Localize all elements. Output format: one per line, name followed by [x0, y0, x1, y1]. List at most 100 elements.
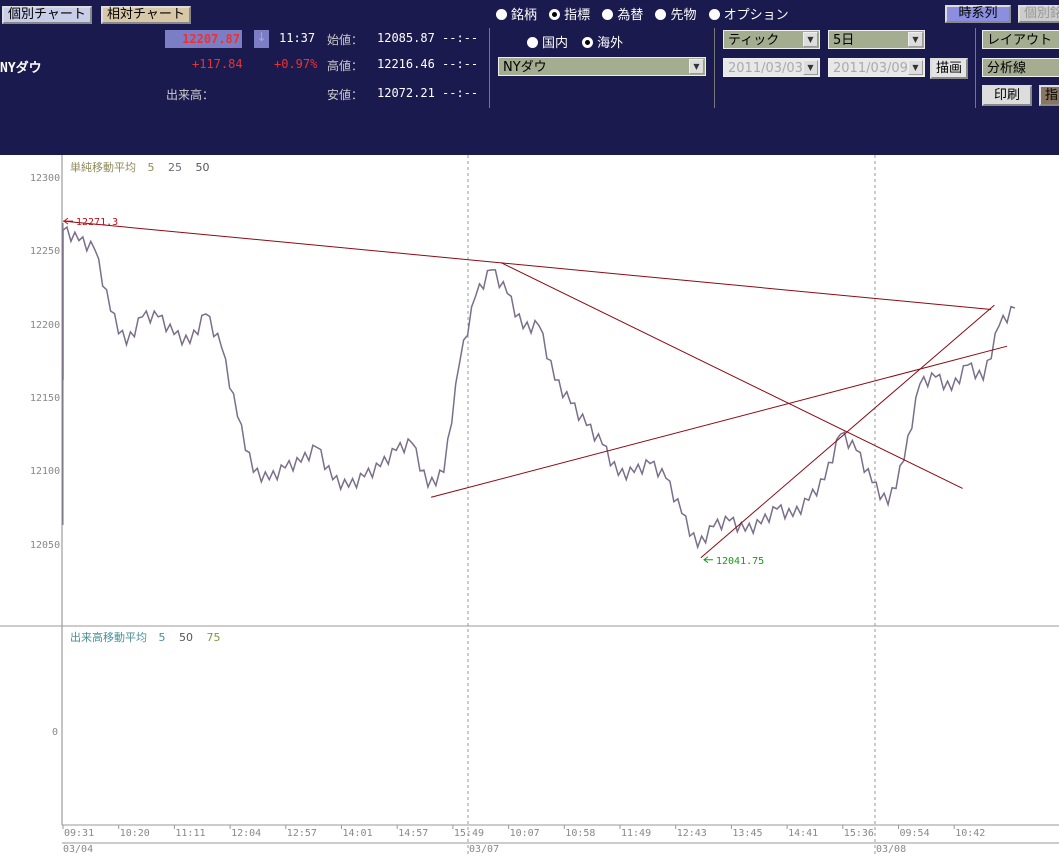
- chevron-down-icon[interactable]: ▼: [908, 60, 923, 75]
- x-tick-label: 10:42: [955, 828, 986, 839]
- left-arrow-icon: [63, 217, 73, 225]
- x-tick-label: 12:57: [286, 828, 317, 839]
- high-marker: 12271.3: [76, 217, 118, 228]
- last-time: 11:37: [279, 31, 316, 45]
- volume-ytick: 0: [52, 727, 59, 738]
- radio-shihyo[interactable]: 指標: [549, 8, 590, 23]
- radio-label: 為替: [617, 8, 644, 23]
- divider: [975, 28, 976, 108]
- date-from-value: 2011/03/03: [728, 61, 803, 76]
- radio-meigara[interactable]: 銘柄: [496, 8, 537, 23]
- x-tick-label: 13:45: [732, 828, 763, 839]
- price-ytick: 12250: [30, 246, 61, 258]
- legend-vma5: 5: [158, 631, 166, 644]
- chevron-down-icon[interactable]: ▼: [908, 32, 923, 47]
- trend-line: [500, 262, 963, 489]
- open-value: 12085.87: [377, 31, 435, 45]
- date-to-value: 2011/03/09: [833, 61, 908, 76]
- x-tick-label: 11:11: [175, 828, 206, 839]
- indicator-button[interactable]: 指: [1039, 85, 1059, 106]
- symbol-select[interactable]: NYダウ ▼: [498, 57, 706, 76]
- category-radio-group: 銘柄 指標 為替 先物 オプション: [496, 4, 789, 23]
- legend-title: 出来高移動平均: [70, 631, 147, 644]
- date-from-select[interactable]: 2011/03/03 ▼: [723, 58, 820, 77]
- radio-label: 先物: [670, 8, 697, 23]
- individual-stock-button[interactable]: 個別銘: [1018, 5, 1059, 23]
- symbol-name: NYダウ: [0, 61, 42, 76]
- date-label: 03/07: [469, 844, 500, 855]
- legend-ma50: 50: [195, 161, 210, 174]
- legend-vma50: 50: [179, 631, 193, 644]
- price-ytick: 12150: [30, 393, 61, 404]
- tab-relative-chart[interactable]: 相対チャート: [101, 6, 191, 24]
- radio-kawase[interactable]: 為替: [602, 8, 643, 23]
- control-header: 個別チャート 相対チャート NYダウ 12207.87 ↓ 11:37 +117…: [0, 0, 1059, 155]
- change-pct: +0.97%: [274, 57, 318, 71]
- chevron-down-icon[interactable]: ▼: [689, 59, 704, 74]
- chevron-down-icon[interactable]: ▼: [803, 60, 818, 75]
- chevron-down-icon[interactable]: ▼: [803, 32, 818, 47]
- draw-button[interactable]: 描画: [930, 58, 969, 79]
- x-tick-label: 14:57: [398, 828, 429, 839]
- left-arrow-icon: [703, 556, 713, 564]
- low-time: --:--: [442, 86, 479, 100]
- radio-label: 銘柄: [511, 8, 538, 23]
- tab-individual-chart[interactable]: 個別チャート: [2, 6, 92, 24]
- analysis-line-select[interactable]: 分析線: [982, 58, 1059, 77]
- trend-line: [700, 304, 995, 559]
- low-value: 12072.21: [377, 86, 435, 100]
- high-time: --:--: [442, 57, 479, 71]
- open-time: --:--: [442, 31, 479, 45]
- x-tick-label: 12:04: [231, 828, 262, 839]
- current-price: 12207.87: [165, 30, 242, 48]
- x-tick-label: 11:49: [621, 828, 652, 839]
- radio-overseas[interactable]: 海外: [582, 36, 623, 51]
- trend-line: [430, 345, 1008, 498]
- x-tick-label: 10:58: [565, 828, 596, 839]
- region-radio-group: 国内 海外: [527, 32, 623, 51]
- high-value: 12216.46: [377, 57, 435, 71]
- open-label: 始値：: [327, 33, 364, 47]
- timeseries-button[interactable]: 時系列: [945, 5, 1011, 23]
- x-tick-label: 10:07: [509, 828, 540, 839]
- down-arrow-icon: ↓: [254, 30, 269, 48]
- divider: [489, 28, 490, 108]
- volume-legend: 出来高移動平均 5 50 75: [70, 629, 221, 645]
- radio-label: 国内: [542, 36, 569, 51]
- print-button[interactable]: 印刷: [982, 85, 1032, 106]
- divider: [714, 28, 715, 108]
- radio-domestic[interactable]: 国内: [527, 36, 568, 51]
- interval-value: ティック: [728, 33, 780, 48]
- radio-sakimono[interactable]: 先物: [655, 8, 696, 23]
- date-label: 03/04: [63, 844, 94, 855]
- legend-ma25: 25: [168, 161, 182, 174]
- x-tick-label: 12:43: [676, 828, 707, 839]
- volume-label: 出来高：: [166, 88, 215, 102]
- layout-select[interactable]: レイアウト: [982, 30, 1059, 49]
- x-tick-label: 14:01: [342, 828, 373, 839]
- low-marker: 12041.75: [716, 556, 764, 567]
- price-ytick: 12200: [30, 319, 61, 331]
- price-line: [62, 225, 1016, 550]
- period-select[interactable]: 5日 ▼: [828, 30, 925, 49]
- x-tick-label: 15:49: [453, 828, 484, 839]
- interval-select[interactable]: ティック ▼: [723, 30, 820, 49]
- radio-label: オプション: [723, 8, 789, 23]
- trend-line: [62, 220, 992, 311]
- radio-label: 海外: [597, 36, 624, 51]
- symbol-select-value: NYダウ: [503, 60, 547, 75]
- x-tick-label: 10:20: [119, 828, 150, 839]
- legend-vma75: 75: [206, 631, 221, 644]
- x-tick-label: 15:36: [843, 828, 874, 839]
- period-value: 5日: [833, 33, 855, 48]
- price-ytick: 12300: [30, 173, 61, 184]
- radio-label: 指標: [564, 8, 591, 23]
- radio-option[interactable]: オプション: [708, 8, 789, 23]
- legend-ma5: 5: [147, 161, 155, 174]
- change: +117.84: [192, 57, 243, 71]
- date-to-select[interactable]: 2011/03/09 ▼: [828, 58, 925, 77]
- price-ytick: 12100: [30, 466, 61, 478]
- low-label: 安値：: [327, 88, 364, 102]
- x-tick-label: 09:31: [64, 828, 95, 839]
